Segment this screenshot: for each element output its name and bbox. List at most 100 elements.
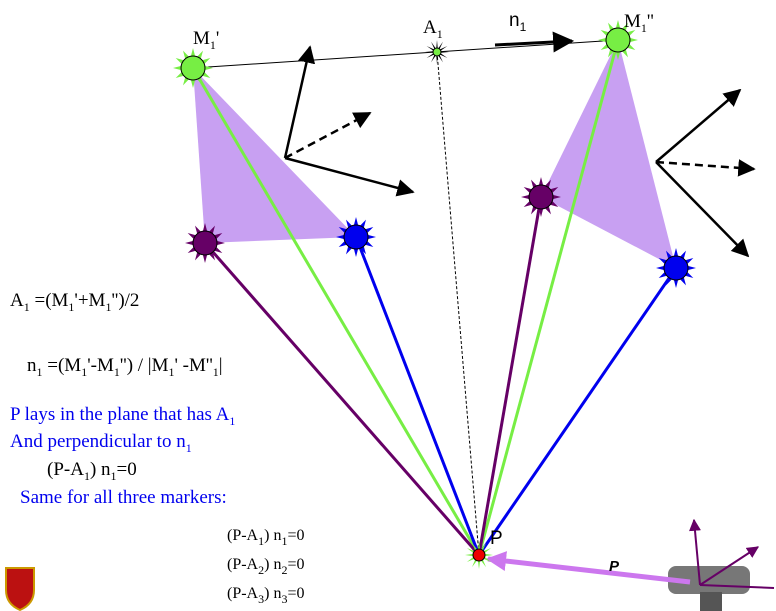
ray — [205, 243, 479, 555]
sun-ray — [465, 554, 473, 556]
ray — [479, 268, 676, 555]
label-n1: n1 — [509, 10, 527, 34]
sun-ray — [427, 46, 434, 51]
text-part: Same for all three markers: — [20, 487, 227, 508]
sun-core — [664, 256, 688, 280]
text-part: ) n — [264, 527, 281, 544]
sun-ray — [191, 48, 195, 56]
sun-ray — [539, 177, 543, 185]
label-eq-n1: n1 =(M1'-M1'') / |M1' -M''1| — [27, 355, 223, 379]
text-part: =0 — [287, 585, 304, 602]
sun-core — [181, 56, 205, 80]
sun-ray — [438, 55, 443, 62]
marker-sun — [425, 40, 449, 64]
label-eq-p: (P-A1) n1=0 — [47, 459, 137, 483]
text-part: (P-A — [227, 556, 259, 573]
text-part: =0 — [117, 459, 137, 480]
axis — [285, 113, 370, 158]
baseline — [193, 40, 618, 68]
text-part: P lays in the plane that has A — [10, 404, 230, 425]
text-part: =(M — [30, 290, 69, 311]
text-part: (P-A — [47, 459, 84, 480]
label-p-vec: P — [609, 558, 620, 575]
sun-ray — [354, 217, 358, 225]
text-part: A — [423, 17, 437, 38]
label-m1pp: M1'' — [624, 11, 654, 35]
label-eq-3: (P-A3) n3=0 — [227, 585, 304, 606]
text-part: n — [509, 10, 520, 31]
sun-core — [344, 225, 368, 249]
sun-ray — [478, 561, 480, 569]
text-part: A — [10, 290, 24, 311]
shield — [6, 568, 34, 610]
axis — [656, 90, 740, 162]
text-part: =0 — [287, 556, 304, 573]
ray — [479, 40, 618, 555]
text-part: =(M — [43, 355, 82, 376]
n1-arrow — [495, 41, 572, 45]
text-part: ) n — [264, 556, 281, 573]
dashed-line — [437, 52, 479, 555]
sun-ray — [436, 40, 437, 48]
sun-ray — [440, 53, 447, 58]
text-part: (P-A — [227, 527, 259, 544]
sun-ray — [688, 266, 696, 270]
text-part: '-M — [87, 355, 114, 376]
label-a1: A1 — [423, 17, 443, 41]
label-p: P — [490, 528, 503, 549]
sun-ray — [431, 42, 436, 49]
text-part: ' — [216, 28, 219, 49]
label-eq-2: (P-A2) n2=0 — [227, 556, 304, 577]
label-text-perp: And perpendicular to n1 — [10, 431, 192, 455]
label-text-same: Same for all three markers: — [20, 487, 227, 508]
sun-ray — [674, 248, 678, 256]
text-part: M — [624, 11, 641, 32]
sun-core — [193, 231, 217, 255]
label-eq-1: (P-A1) n1=0 — [227, 527, 304, 548]
sun-core — [433, 48, 441, 56]
text-part: ) n — [90, 459, 111, 480]
sun-ray — [203, 255, 207, 263]
ray — [356, 237, 479, 555]
subscript: 1 — [520, 20, 527, 34]
axis — [285, 47, 310, 158]
sun-ray — [616, 20, 620, 28]
sun-ray — [354, 249, 358, 257]
text-part: '')/2 — [111, 290, 139, 311]
label-eq-a1: A1 =(M1'+M1'')/2 — [10, 290, 139, 314]
sun-ray — [427, 53, 434, 58]
label-text-plane: P lays in the plane that has A1 — [10, 404, 235, 428]
text-part: n — [27, 355, 37, 376]
diagram: M1'A1n1M1''A1 =(M1'+M1'')/2n1 =(M1'-M1''… — [0, 0, 776, 611]
sun-ray — [368, 235, 376, 239]
triangle-left — [193, 68, 356, 243]
sun-ray — [521, 195, 529, 199]
ray — [479, 197, 541, 555]
sun-ray — [438, 42, 443, 49]
text-part: M — [193, 28, 210, 49]
camera-stand — [700, 592, 722, 611]
camera — [668, 520, 774, 611]
subscript: 1 — [437, 27, 443, 41]
sun-ray — [431, 55, 436, 62]
sun-ray — [185, 241, 193, 245]
sun-ray — [656, 266, 664, 270]
sun-ray — [674, 280, 678, 288]
axis — [656, 162, 748, 256]
marker-sun — [173, 48, 213, 88]
text-part: '+M — [74, 290, 105, 311]
sun-core — [529, 185, 553, 209]
axes-left — [285, 47, 413, 192]
logo — [6, 568, 34, 610]
text-part: '') / |M — [120, 355, 169, 376]
sun-ray — [173, 66, 181, 70]
axis — [656, 162, 754, 169]
subscript: 1 — [186, 441, 192, 455]
text-part: '' — [647, 11, 654, 32]
sun-ray — [440, 46, 447, 51]
text-part: =0 — [287, 527, 304, 544]
sun-ray — [485, 554, 493, 556]
text-part: | — [219, 355, 223, 376]
ray — [193, 68, 479, 555]
